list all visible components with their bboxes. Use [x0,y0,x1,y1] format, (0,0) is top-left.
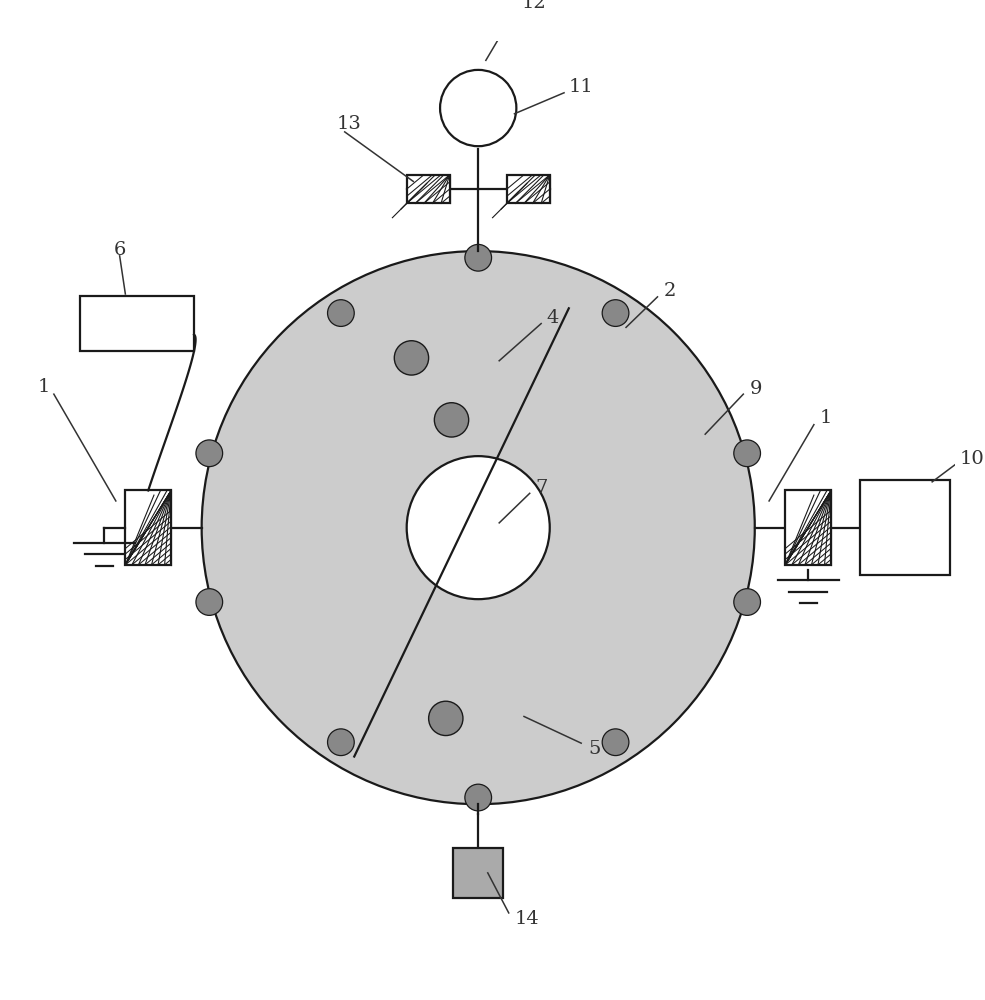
Text: 14: 14 [514,910,539,928]
Circle shape [196,440,223,467]
Bar [507,175,550,203]
Bar [125,490,171,565]
Bar [407,175,449,203]
Bar [785,490,831,565]
Circle shape [328,729,355,756]
Circle shape [407,456,550,599]
Circle shape [434,403,469,437]
Circle shape [465,244,492,271]
Circle shape [428,701,463,736]
Text: 1: 1 [37,378,50,396]
Bar [860,480,951,575]
Text: 11: 11 [568,78,594,96]
Text: 10: 10 [959,450,985,468]
Circle shape [196,589,223,615]
Text: 5: 5 [588,740,600,758]
Circle shape [602,729,628,756]
Text: 7: 7 [536,479,548,497]
Text: 2: 2 [664,282,677,300]
Circle shape [440,70,516,146]
Text: 13: 13 [337,115,361,133]
Text: 6: 6 [114,241,126,259]
Circle shape [602,300,628,326]
Circle shape [202,251,755,804]
Text: 12: 12 [521,0,546,12]
Text: 4: 4 [547,309,559,327]
Circle shape [394,341,428,375]
Bar [80,296,194,351]
Bar [453,848,503,898]
Circle shape [734,589,760,615]
Text: 1: 1 [820,409,832,427]
Circle shape [465,784,492,811]
Text: 9: 9 [750,380,762,398]
Circle shape [734,440,760,467]
Circle shape [328,300,355,326]
